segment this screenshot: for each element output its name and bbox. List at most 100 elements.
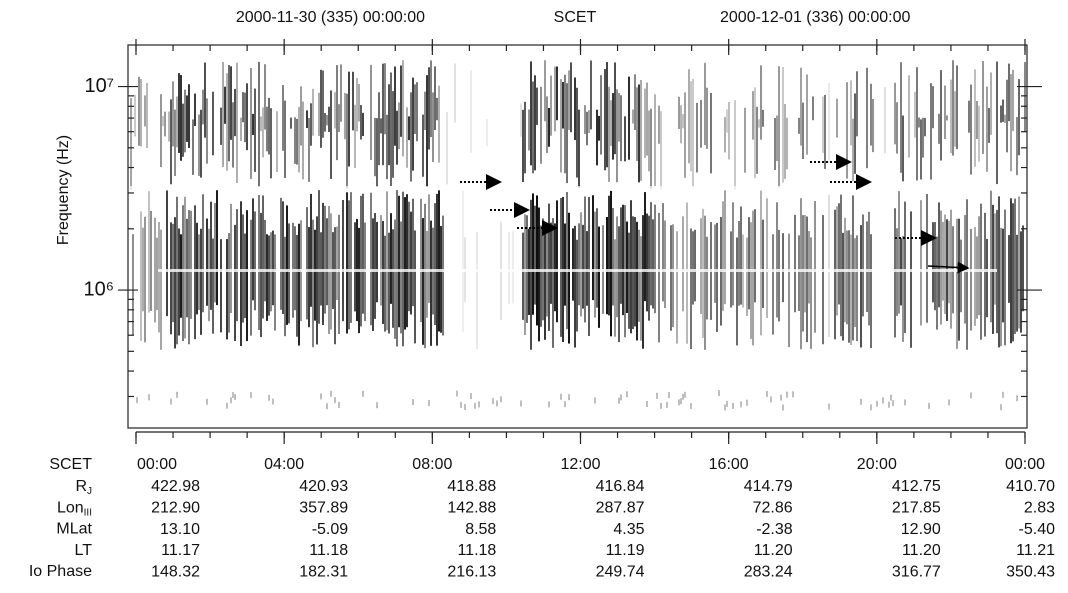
spectral-burst [736,237,738,346]
spectral-burst [534,205,536,305]
spectral-burst [550,222,552,304]
spectral-burst [534,75,536,171]
spectral-burst [986,238,988,318]
spectral-burst [884,87,886,154]
spectral-burst [938,113,940,144]
spectral-burst [362,193,364,314]
spectral-burst [994,213,996,305]
spectral-burst [800,67,802,146]
spectral-trace [828,403,830,410]
spectral-burst [676,231,678,344]
spectral-burst [250,68,252,179]
spectral-burst [564,223,566,306]
spectral-trace [890,394,892,401]
spectral-burst [202,89,204,125]
spectral-burst [700,218,702,315]
annotation-arrows [460,154,970,274]
spectral-burst [250,219,252,336]
spectral-burst [614,62,616,155]
spectral-burst [162,116,164,127]
spectral-burst [386,114,388,180]
spectral-burst [522,232,524,320]
spectral-burst [976,236,978,319]
spectral-burst [312,219,314,348]
spectral-burst [406,194,408,328]
spectral-burst [924,117,926,137]
spectral-burst [646,82,648,156]
spectral-trace [268,394,270,401]
spectral-burst [574,225,576,348]
spectral-burst [990,190,992,323]
spectral-burst [566,83,568,184]
spectral-burst [230,66,232,140]
spectral-burst [634,74,636,130]
spectral-trace [782,404,784,411]
spectral-burst [382,63,384,166]
y-axis-label: Frequency (Hz) [55,135,72,245]
spectral-burst [584,196,586,323]
ephemeris-value: 13.10 [160,521,200,538]
row-label: RJ [75,478,92,496]
spectral-burst [440,226,442,333]
row-label-text: Io Phase [29,563,92,580]
spectral-burst [956,65,958,150]
spectral-burst [580,212,582,317]
spectral-burst [346,93,348,189]
spectral-burst [176,96,178,148]
spectral-burst [740,206,742,305]
spectral-burst [160,94,162,168]
spectral-burst [606,62,608,168]
spectral-burst [690,81,692,172]
spectral-burst [206,98,208,164]
spectral-burst [178,228,180,336]
spectral-burst [410,92,412,182]
spectral-burst [944,214,946,314]
spectral-burst [1006,79,1008,153]
spectral-burst [586,111,588,146]
spectral-burst [798,235,800,312]
spectral-burst [654,94,656,186]
x-axis-label: SCET [49,456,92,473]
spectral-trace [684,391,686,398]
spectral-burst [596,109,598,166]
spectral-burst [388,84,390,166]
spectral-burst [1004,114,1006,123]
spectral-burst [560,79,562,173]
spectral-burst [280,197,282,310]
spectral-trace [786,391,788,398]
spectral-burst [568,70,570,131]
spectral-burst [264,64,266,130]
spectral-trace [876,400,878,407]
spectral-burst [198,114,200,176]
spectral-burst [984,212,986,337]
y-tick-label: 10⁶ [84,278,114,300]
spectral-burst [776,115,778,162]
spectral-burst [872,99,874,153]
spectral-burst [644,88,646,159]
spectral-burst [922,117,924,158]
spectral-burst [848,230,850,343]
spectral-burst [978,216,980,316]
spectral-burst [752,91,754,140]
spectral-burst [662,203,664,302]
spectral-trace [226,402,228,409]
spectral-burst [412,77,414,171]
spectral-burst [262,107,264,158]
spectral-trace [770,396,772,403]
spectral-burst [588,196,590,337]
spectral-burst [788,233,790,348]
spectral-trace [362,390,364,397]
spectral-burst [838,203,840,305]
spectral-burst [734,100,736,190]
spectral-trace [272,398,274,405]
ephemeris-value: 148.32 [151,563,200,580]
spectral-burst [1024,62,1026,132]
spectral-trace [726,400,728,407]
spectral-burst [384,63,386,135]
spectral-burst [378,92,380,166]
spectral-burst [950,79,952,154]
spectral-burst [974,227,976,326]
spectral-burst [866,67,868,169]
spectral-trace [904,399,906,406]
spectral-burst [276,111,278,172]
